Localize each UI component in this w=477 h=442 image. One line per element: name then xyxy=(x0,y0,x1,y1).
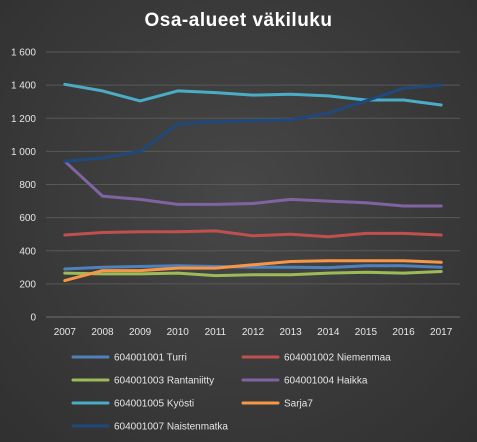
x-tick-label: 2016 xyxy=(392,327,415,338)
series-line xyxy=(63,83,443,163)
x-tick-label: 2011 xyxy=(205,327,227,338)
y-tick-label: 200 xyxy=(19,279,36,290)
series-line xyxy=(63,270,443,278)
x-tick-label: 2017 xyxy=(430,327,453,338)
legend-label: 604001001 Turri xyxy=(114,353,187,364)
y-tick-label: 1 200 xyxy=(11,114,36,125)
x-tick-label: 2008 xyxy=(91,327,114,338)
legend-label: Sarja7 xyxy=(284,399,313,410)
x-tick-label: 2013 xyxy=(280,327,303,338)
y-tick-label: 400 xyxy=(19,246,36,257)
legend-label: 604001003 Rantaniitty xyxy=(114,376,214,387)
x-tick-label: 2007 xyxy=(54,327,77,338)
y-tick-label: 1 000 xyxy=(11,147,36,158)
x-tick-label: 2009 xyxy=(129,327,152,338)
series-line xyxy=(63,159,443,208)
y-tick-label: 600 xyxy=(19,213,36,224)
chart-title: Osa-alueet väkiluku xyxy=(144,10,333,31)
legend-label: 604001002 Niemenmaa xyxy=(284,353,391,364)
x-tick-label: 2012 xyxy=(242,327,265,338)
legend-label: 604001005 Kyösti xyxy=(114,399,194,410)
x-tick-label: 2014 xyxy=(317,327,340,338)
y-tick-label: 1 600 xyxy=(11,48,36,59)
y-tick-label: 0 xyxy=(30,313,36,324)
y-tick-label: 800 xyxy=(19,180,36,191)
legend-label: 604001004 Haikka xyxy=(284,376,368,387)
series-line xyxy=(63,259,443,283)
legend-label: 604001007 Naistenmatka xyxy=(114,422,228,433)
x-tick-label: 2015 xyxy=(355,327,378,338)
y-tick-label: 1 400 xyxy=(11,81,36,92)
x-tick-label: 2010 xyxy=(167,327,190,338)
series-line xyxy=(63,82,443,107)
series-line xyxy=(63,264,443,271)
series-line xyxy=(63,229,443,239)
